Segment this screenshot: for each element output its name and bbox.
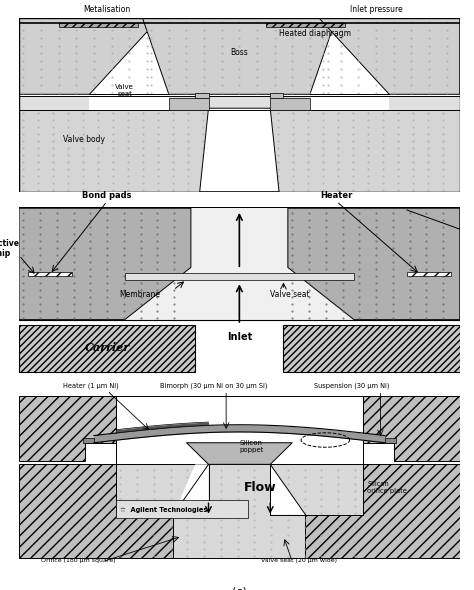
Polygon shape	[270, 93, 283, 98]
Text: Heater: Heater	[320, 191, 353, 199]
Bar	[116, 500, 248, 519]
Text: Membrane: Membrane	[119, 290, 160, 299]
Text: Metalisation: Metalisation	[83, 5, 131, 14]
Text: Inlet pressure: Inlet pressure	[350, 5, 402, 14]
Text: Bond pads: Bond pads	[82, 191, 132, 199]
Bar	[407, 273, 451, 276]
Bar	[59, 23, 138, 27]
Polygon shape	[319, 18, 460, 94]
Text: ☆  Agilent Technologies: ☆ Agilent Technologies	[120, 506, 208, 513]
Text: (c): (c)	[232, 586, 247, 590]
Text: Flow: Flow	[244, 481, 276, 494]
Bar	[19, 325, 195, 372]
Text: Bimorph (30 μm Ni on 30 μm Si): Bimorph (30 μm Ni on 30 μm Si)	[160, 382, 267, 389]
Polygon shape	[142, 18, 337, 94]
Polygon shape	[200, 108, 279, 192]
Polygon shape	[173, 464, 209, 514]
Polygon shape	[19, 464, 173, 558]
Text: Valve seat (20 μm wide): Valve seat (20 μm wide)	[262, 558, 337, 563]
Polygon shape	[363, 396, 460, 461]
Bar	[19, 108, 460, 192]
Polygon shape	[169, 98, 209, 110]
Text: Silicon
poppet: Silicon poppet	[239, 440, 264, 453]
Polygon shape	[186, 442, 292, 464]
Text: Outlet: Outlet	[228, 212, 251, 222]
Text: Heater (1 μm Ni): Heater (1 μm Ni)	[63, 382, 119, 389]
Text: Valve seat: Valve seat	[270, 290, 310, 299]
Bar	[191, 208, 288, 267]
Bar	[266, 23, 345, 27]
Bar	[283, 325, 460, 372]
Bar	[90, 94, 169, 110]
Polygon shape	[19, 396, 116, 461]
Polygon shape	[195, 93, 209, 98]
Polygon shape	[270, 98, 310, 110]
Bar	[116, 396, 363, 464]
Text: (b): (b)	[231, 398, 247, 408]
Polygon shape	[288, 208, 460, 320]
Text: Carrier: Carrier	[84, 342, 130, 353]
Polygon shape	[19, 208, 191, 320]
Text: Valve
seat: Valve seat	[115, 84, 134, 97]
Bar	[83, 438, 94, 442]
Text: Suspension (30 μm Ni): Suspension (30 μm Ni)	[314, 382, 390, 389]
Bar	[116, 464, 363, 558]
Text: Silicon
orifice plate: Silicon orifice plate	[367, 481, 407, 494]
Text: Valve body: Valve body	[63, 135, 105, 144]
Text: Boss: Boss	[230, 48, 248, 57]
Polygon shape	[19, 18, 160, 94]
Bar	[19, 96, 460, 110]
Bar	[310, 94, 389, 110]
Text: Heated diaphragm: Heated diaphragm	[279, 29, 351, 38]
Bar	[19, 206, 460, 320]
Bar	[28, 273, 72, 276]
Polygon shape	[305, 464, 460, 558]
Bar	[385, 438, 396, 442]
Text: (a): (a)	[232, 232, 247, 242]
Polygon shape	[270, 464, 305, 514]
Bar	[125, 273, 354, 280]
Text: Orifice (180 μm square): Orifice (180 μm square)	[41, 558, 116, 563]
Text: Active
chip: Active chip	[0, 238, 19, 258]
Text: Inlet: Inlet	[227, 332, 252, 342]
